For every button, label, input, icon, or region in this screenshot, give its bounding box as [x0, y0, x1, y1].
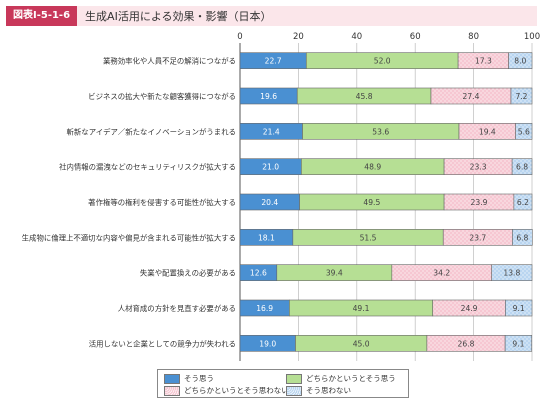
data-label: 12.6	[250, 269, 267, 278]
x-tick-label: 0	[237, 32, 242, 42]
data-label: 9.1	[512, 339, 524, 348]
category-label: 業務効率化や人員不足の解消につながる	[103, 57, 236, 66]
bar-segment-s4-r6	[512, 229, 533, 246]
bar-segment-s4-r3	[515, 123, 533, 140]
category-label: 生成物に倫理上不適切な内容や偏見が含まれる可能性が拡大する	[22, 233, 236, 242]
data-label: 45.8	[356, 92, 373, 101]
data-label: 23.9	[471, 198, 488, 207]
data-label: 21.0	[262, 163, 279, 172]
category-label: 人材育成の方針を見直す必要がある	[118, 304, 236, 313]
data-label: 7.2	[515, 92, 527, 101]
data-label: 49.5	[363, 198, 380, 207]
x-tick-label: 100	[524, 32, 540, 42]
legend-swatch-2	[286, 373, 302, 384]
data-label: 5.6	[518, 127, 530, 136]
data-label: 23.3	[470, 163, 487, 172]
bar-segment-s4-r1	[508, 52, 533, 69]
data-label: 9.1	[513, 304, 525, 313]
chart-legend: そう思う どちらかというとそう思う どちらかというとそう思わない そう思わない	[157, 369, 409, 398]
data-label: 19.0	[259, 339, 276, 348]
category-label: 社内情報の漏洩などのセキュリティリスクが拡大する	[59, 163, 236, 172]
data-label: 17.3	[475, 57, 492, 66]
figure-title: 生成AI活用による効果・影響（日本）	[85, 10, 272, 23]
category-label: 活用しないと企業としての競争力が失われる	[89, 339, 236, 348]
data-label: 16.9	[256, 304, 273, 313]
category-label: 失業や配置換えの必要がある	[140, 269, 236, 278]
legend-swatch-3	[164, 385, 180, 396]
data-label: 27.4	[463, 92, 480, 101]
category-label: ビジネスの拡大や新たな顧客獲得につながる	[88, 92, 236, 101]
data-label: 49.1	[353, 304, 370, 313]
legend-label-3: どちらかというとそう思わない	[184, 386, 289, 395]
data-label: 20.4	[261, 198, 278, 207]
data-label: 45.0	[353, 339, 370, 348]
figure-header: 図表Ⅰ-5-1-6 生成AI活用による効果・影響（日本）	[6, 6, 537, 26]
category-label: 斬新なアイデア／新たなイノベーションがうまれる	[67, 127, 236, 136]
legend-swatch-1	[164, 373, 180, 384]
legend-label-1: そう思う	[184, 374, 214, 383]
legend-item-1: そう思う	[164, 373, 214, 384]
figure-id: 図表Ⅰ-5-1-6	[6, 6, 78, 26]
data-label: 23.7	[469, 233, 486, 242]
x-tick-label: 60	[410, 32, 421, 42]
data-label: 18.1	[258, 233, 275, 242]
bar-segment-s4-r8	[505, 299, 533, 317]
data-label: 52.0	[374, 57, 391, 66]
data-label: 26.8	[458, 339, 475, 348]
data-label: 19.4	[479, 127, 496, 136]
data-label: 53.6	[372, 127, 389, 136]
data-label: 51.5	[360, 233, 377, 242]
legend-item-2: どちらかというとそう思う	[286, 373, 396, 384]
bar-segment-s4-r9	[504, 335, 533, 352]
bar-segment-s4-r4	[511, 158, 533, 175]
bar-segment-s4-r2	[510, 87, 533, 105]
data-label: 19.6	[260, 92, 277, 101]
data-label: 22.7	[265, 57, 282, 66]
data-label: 21.4	[263, 127, 280, 136]
bar-segment-s4-r7	[491, 264, 533, 281]
legend-item-3: どちらかというとそう思わない	[164, 385, 289, 396]
data-label: 39.4	[326, 269, 343, 278]
data-label: 48.9	[364, 163, 381, 172]
x-tick-label: 20	[293, 32, 304, 42]
category-label: 著作権等の権利を侵害する可能性が拡大する	[88, 198, 236, 207]
data-label: 13.8	[503, 269, 520, 278]
data-label: 6.8	[516, 163, 528, 172]
x-tick-label: 80	[468, 32, 479, 42]
data-label: 8.0	[514, 57, 526, 66]
data-label: 34.2	[433, 269, 450, 278]
legend-label-2: どちらかというとそう思う	[306, 374, 396, 383]
data-label: 6.8	[516, 233, 528, 242]
data-label: 24.9	[461, 304, 478, 313]
bar-segment-s4-r5	[513, 193, 533, 211]
legend-item-4: そう思わない	[286, 385, 351, 396]
legend-swatch-4	[286, 385, 302, 396]
data-label: 6.2	[517, 198, 529, 207]
legend-label-4: そう思わない	[306, 386, 351, 395]
x-tick-label: 40	[351, 32, 362, 42]
